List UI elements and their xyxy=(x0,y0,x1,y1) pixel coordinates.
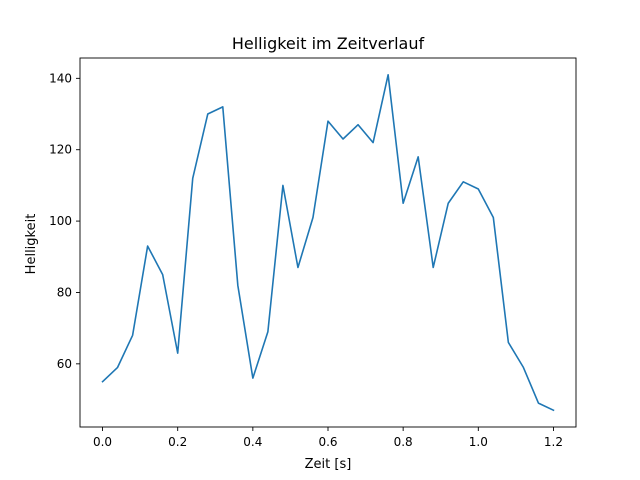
y-tick-label: 80 xyxy=(57,285,72,299)
y-tick-label: 140 xyxy=(49,71,72,85)
plot-frame xyxy=(79,57,577,428)
chart-title: Helligkeit im Zeitverlauf xyxy=(232,34,425,53)
y-axis: 60 80 100 120 140 xyxy=(49,71,80,371)
x-tick-label: 1.0 xyxy=(469,435,488,449)
y-tick-label: 100 xyxy=(49,214,72,228)
x-axis: 0.0 0.2 0.4 0.6 0.8 1.0 1.2 xyxy=(93,427,563,449)
x-tick-label: 0.2 xyxy=(168,435,187,449)
x-tick-label: 0.0 xyxy=(93,435,112,449)
series-line-1 xyxy=(101,73,555,412)
x-tick-label: 0.6 xyxy=(318,435,337,449)
x-tick-label: 1.2 xyxy=(544,435,563,449)
x-tick-label: 0.4 xyxy=(243,435,262,449)
plot-area xyxy=(101,73,555,412)
y-axis-label: Helligkeit xyxy=(24,214,39,275)
x-axis-label: Zeit [s] xyxy=(305,457,352,472)
y-tick-label: 60 xyxy=(57,357,72,371)
y-tick-label: 120 xyxy=(49,143,72,157)
x-tick-label: 0.8 xyxy=(394,435,413,449)
